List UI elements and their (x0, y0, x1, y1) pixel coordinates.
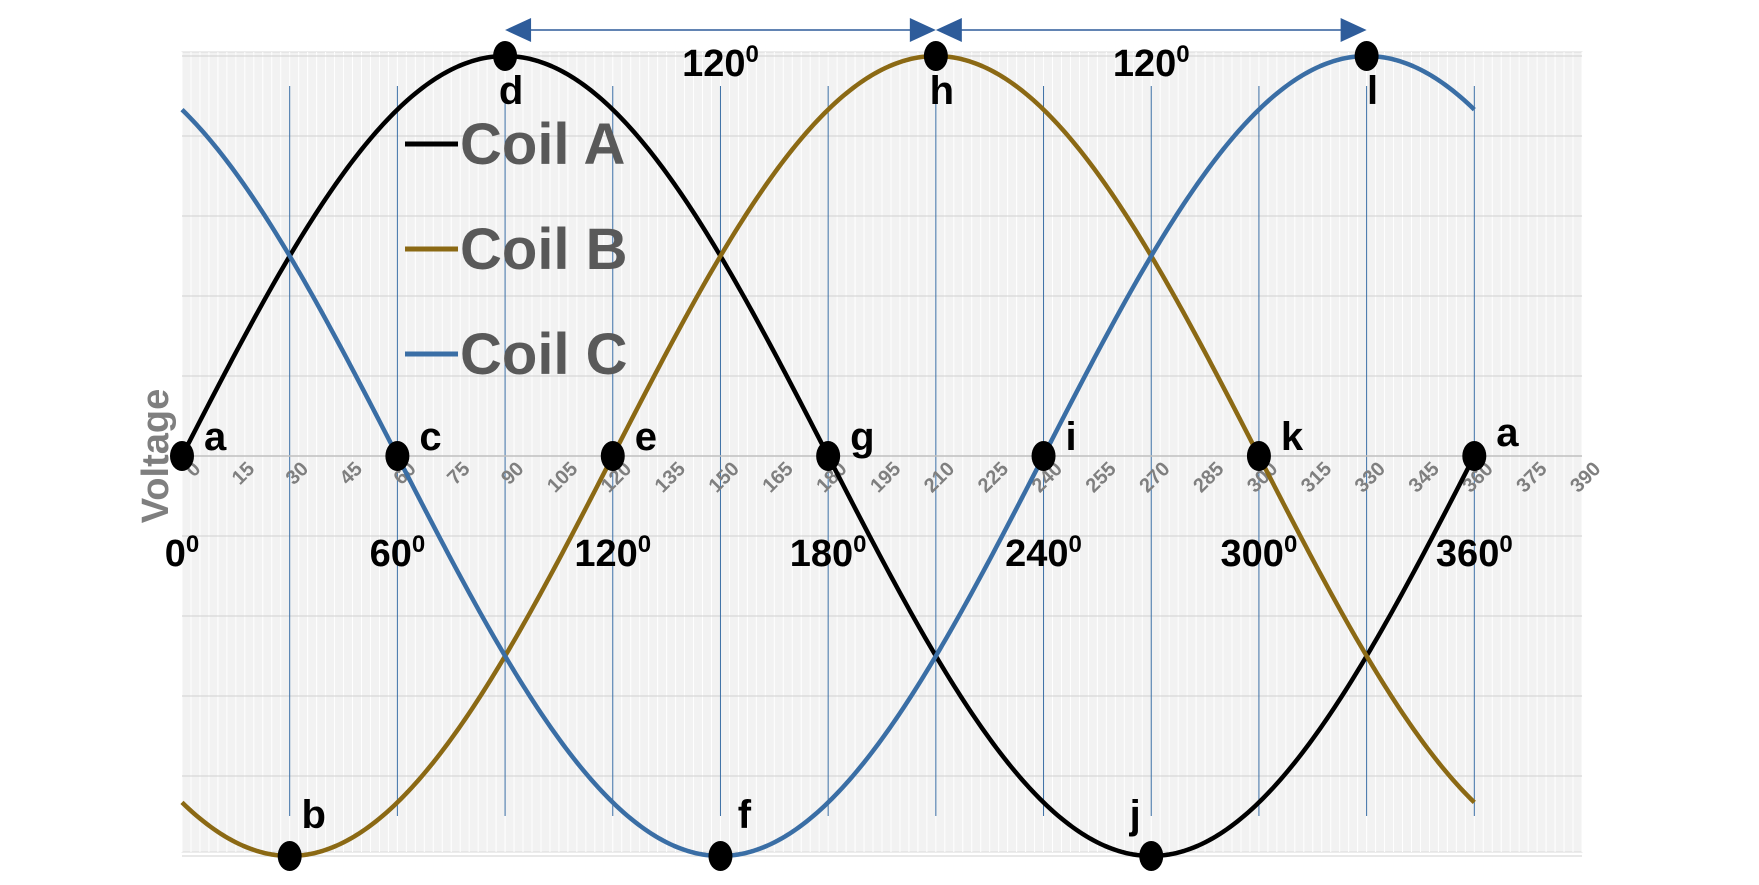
point-marker-a (1462, 441, 1487, 471)
point-marker-l (1354, 41, 1379, 71)
legend: Coil A Coil B Coil C (405, 112, 628, 387)
point-marker-b (277, 841, 302, 871)
point-label-h: h (930, 69, 954, 113)
arrowhead-right (909, 18, 936, 42)
point-marker-e (600, 441, 625, 471)
legend-entry-coil-b: Coil B (460, 217, 628, 282)
point-label-k: k (1281, 415, 1304, 459)
legend-entry-coil-c: Coil C (460, 322, 628, 387)
degree-label-120: 1200 (574, 531, 651, 575)
degree-value: 120 (574, 533, 637, 575)
point-marker-c (385, 441, 410, 471)
degree-labels: 00 600 1200 1800 2400 3000 3600 (165, 531, 1513, 575)
point-marker-a (170, 441, 194, 471)
degree-label-180: 1800 (790, 531, 867, 575)
point-marker-k (1246, 441, 1271, 471)
point-marker-h (923, 41, 948, 71)
degree-label-60: 600 (370, 531, 426, 575)
degree-superscript: 0 (412, 531, 425, 558)
degree-superscript: 0 (1284, 531, 1297, 558)
phase-superscript: 0 (745, 41, 758, 68)
point-label-l: l (1367, 69, 1378, 113)
point-label-a: a (1496, 411, 1519, 455)
degree-value: 360 (1436, 533, 1499, 575)
horizontal-gridlines (182, 55, 1582, 857)
point-label-a: a (204, 415, 227, 459)
point-label-f: f (738, 793, 752, 837)
degree-value: 300 (1221, 533, 1284, 575)
arrowhead-left (935, 18, 962, 42)
point-label-c: c (419, 415, 441, 459)
degree-label-240: 2400 (1005, 531, 1082, 575)
point-labels: a b c d e f g h i j k l a (204, 69, 1519, 837)
degree-value: 180 (790, 533, 853, 575)
point-marker-d (493, 41, 518, 71)
phase-difference-label: 1200 (1113, 41, 1190, 85)
point-label-g: g (850, 415, 874, 459)
point-marker-i (1031, 441, 1056, 471)
point-label-e: e (635, 415, 657, 459)
degree-superscript: 0 (1499, 531, 1512, 558)
degree-value: 60 (370, 533, 412, 575)
degree-value: 240 (1005, 533, 1068, 575)
point-label-b: b (301, 793, 325, 837)
labeled-points (170, 41, 1487, 871)
point-label-j: j (1129, 793, 1141, 837)
y-axis-title: Voltage (135, 389, 177, 523)
arrowhead-right (1340, 18, 1367, 42)
point-label-d: d (499, 69, 523, 113)
point-marker-g (816, 441, 841, 471)
phase-difference-arrows: 1200 1200 (505, 18, 1367, 85)
degree-superscript: 0 (638, 531, 651, 558)
point-label-i: i (1066, 415, 1077, 459)
phase-superscript: 0 (1176, 41, 1189, 68)
plot-area (181, 51, 1583, 853)
degree-value: 0 (165, 533, 186, 575)
degree-label-360: 3600 (1436, 531, 1513, 575)
degree-label-0: 00 (165, 531, 200, 575)
degree-superscript: 0 (853, 531, 866, 558)
legend-entry-coil-a: Coil A (460, 112, 625, 177)
arrowhead-left (505, 18, 532, 42)
phase-difference-label: 1200 (682, 41, 759, 85)
degree-superscript: 0 (186, 531, 199, 558)
point-marker-j (1139, 841, 1164, 871)
phase-value: 120 (1113, 43, 1176, 85)
degree-label-300: 3000 (1221, 531, 1298, 575)
point-marker-f (708, 841, 733, 871)
degree-superscript: 0 (1069, 531, 1082, 558)
phase-value: 120 (682, 43, 745, 85)
